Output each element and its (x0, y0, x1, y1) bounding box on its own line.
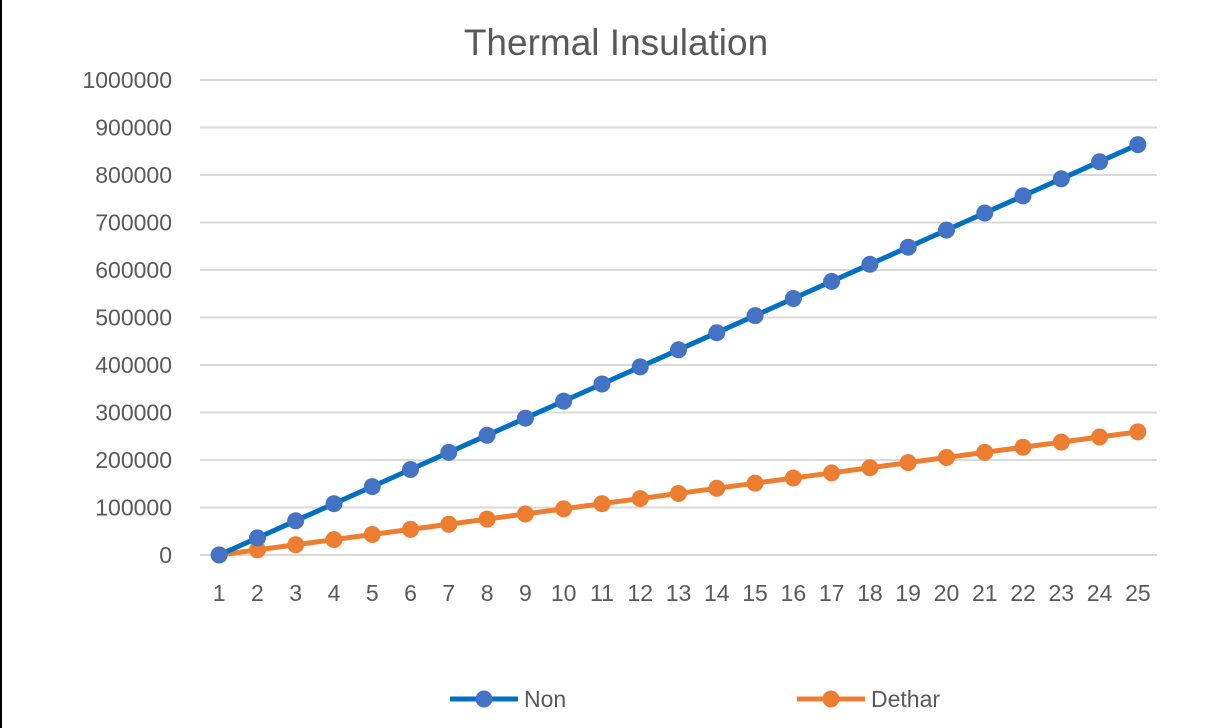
x-tick-label: 23 (1049, 580, 1075, 606)
x-tick-label: 7 (442, 580, 455, 606)
legend-label: Non (524, 686, 566, 712)
x-tick-label: 9 (519, 580, 532, 606)
y-tick-label: 1000000 (82, 67, 172, 93)
x-tick-label: 18 (857, 580, 883, 606)
data-point-non (1052, 170, 1070, 188)
data-point-non (363, 478, 381, 496)
data-point-non (708, 324, 726, 342)
data-point-non (516, 409, 534, 427)
x-tick-label: 22 (1010, 580, 1036, 606)
data-point-dethar (1052, 433, 1070, 451)
x-tick-label: 3 (289, 580, 302, 606)
data-point-dethar (1014, 438, 1032, 456)
x-tick-label: 12 (627, 580, 653, 606)
data-point-non (784, 290, 802, 307)
y-tick-label: 400000 (95, 352, 172, 378)
data-point-dethar (746, 474, 764, 492)
data-point-dethar (555, 500, 573, 518)
data-point-dethar (861, 459, 879, 477)
data-point-non (248, 529, 266, 547)
data-point-dethar (1091, 428, 1109, 446)
x-tick-label: 19 (895, 580, 921, 606)
x-tick-label: 21 (972, 580, 998, 606)
y-tick-label: 300000 (95, 400, 172, 426)
data-point-dethar (899, 454, 917, 472)
y-tick-label: 800000 (95, 162, 172, 188)
x-tick-label: 17 (819, 580, 845, 606)
x-tick-label: 11 (590, 580, 614, 606)
data-point-dethar (516, 505, 534, 523)
x-tick-label: 4 (328, 580, 341, 606)
y-tick-label: 600000 (95, 257, 172, 283)
y-tick-label: 100000 (95, 495, 172, 521)
data-point-non (1129, 136, 1147, 154)
x-tick-label: 15 (742, 580, 768, 606)
data-point-dethar (937, 449, 955, 467)
data-point-non (210, 546, 228, 564)
data-point-dethar (784, 469, 802, 487)
data-point-dethar (976, 443, 994, 461)
data-point-non (440, 443, 458, 461)
data-point-non (670, 341, 687, 359)
data-point-dethar (708, 479, 726, 497)
data-point-dethar (670, 484, 687, 502)
x-tick-label: 8 (481, 580, 494, 606)
legend-label: Dethar (871, 686, 940, 712)
legend-item-non: Non (450, 686, 566, 712)
x-tick-label: 2 (251, 580, 264, 606)
y-tick-label: 200000 (95, 447, 172, 473)
data-point-dethar (287, 536, 305, 554)
y-tick-label: 700000 (95, 210, 172, 236)
data-point-non (861, 255, 879, 273)
data-point-non (478, 426, 496, 444)
x-tick-label: 25 (1125, 580, 1151, 606)
data-point-non (976, 204, 994, 222)
data-point-non (937, 221, 955, 239)
y-tick-label: 0 (159, 542, 172, 568)
data-point-non (402, 461, 420, 478)
data-point-non (287, 512, 305, 530)
chart-title: Thermal Insulation (464, 22, 768, 63)
x-tick-label: 24 (1087, 580, 1113, 606)
data-point-dethar (248, 541, 266, 559)
data-point-dethar (823, 464, 841, 482)
legend-marker-non (475, 690, 493, 708)
data-point-dethar (402, 520, 420, 538)
x-tick-label: 13 (666, 580, 692, 606)
data-point-dethar (440, 515, 458, 533)
x-tick-label: 6 (404, 580, 417, 606)
chart-frame-border (0, 0, 2, 728)
data-point-dethar (363, 525, 381, 543)
data-point-non (631, 358, 649, 376)
data-point-dethar (631, 490, 649, 508)
data-point-dethar (1129, 423, 1147, 441)
data-point-non (1091, 153, 1109, 171)
x-tick-label: 20 (934, 580, 960, 606)
data-point-non (325, 495, 343, 513)
x-tick-label: 16 (781, 580, 807, 606)
data-point-non (593, 375, 611, 393)
x-tick-label: 1 (213, 580, 226, 606)
legend-item-dethar: Dethar (797, 686, 940, 712)
data-point-non (746, 307, 764, 325)
legend-marker-dethar (822, 690, 840, 708)
data-point-dethar (593, 495, 611, 513)
x-tick-label: 10 (551, 580, 577, 606)
x-tick-label: 5 (366, 580, 379, 606)
data-point-non (823, 272, 841, 290)
x-tick-label: 14 (704, 580, 730, 606)
data-point-non (899, 238, 917, 256)
data-point-non (1014, 187, 1032, 205)
y-tick-label: 900000 (95, 115, 172, 141)
data-point-dethar (325, 531, 343, 549)
data-point-dethar (478, 510, 496, 528)
data-point-non (555, 392, 573, 410)
y-tick-label: 500000 (95, 305, 172, 331)
